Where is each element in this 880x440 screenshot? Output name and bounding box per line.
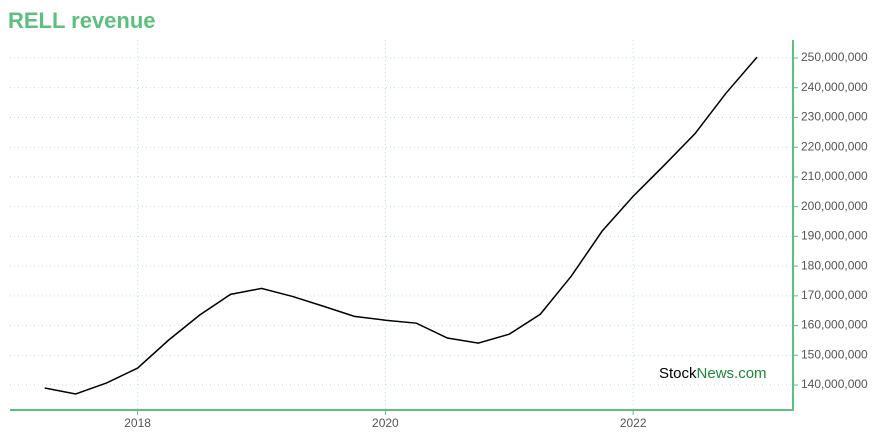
x-tick-label: 2020 [372,416,399,430]
y-tick-label: 150,000,000 [801,347,868,361]
watermark: StockNews.com [659,365,767,382]
y-tick-label: 210,000,000 [801,169,868,183]
watermark-brand: Stock [659,365,697,382]
chart-title: RELL revenue [8,8,156,33]
y-tick-label: 230,000,000 [801,110,868,124]
watermark-suffix: News.com [697,365,767,382]
y-tick-label: 250,000,000 [801,50,868,64]
y-tick-label: 180,000,000 [801,258,868,272]
y-tick-label: 240,000,000 [801,80,868,94]
y-tick-label: 190,000,000 [801,229,868,243]
y-tick-label: 220,000,000 [801,139,868,153]
y-tick-label: 160,000,000 [801,318,868,332]
x-tick-label: 2022 [620,416,647,430]
x-tick-label: 2018 [124,416,151,430]
line [44,56,758,395]
y-tick-label: 170,000,000 [801,288,868,302]
y-tick-label: 140,000,000 [801,377,868,391]
y-tick-label: 200,000,000 [801,199,868,213]
